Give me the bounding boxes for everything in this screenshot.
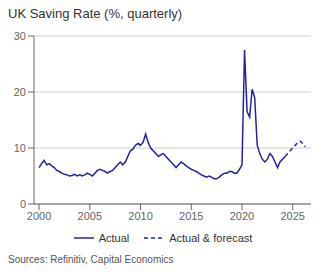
html-text:Sources: Refinitiv, Capital Ec: Sources: Refinitiv, Capital Economics [8, 254, 174, 265]
svg-text:20: 20 [14, 86, 26, 98]
svg-text:2015: 2015 [179, 210, 203, 222]
html-text:Actual & forecast: Actual & forecast [169, 232, 253, 244]
svg-text:2020: 2020 [230, 210, 254, 222]
svg-text:2000: 2000 [27, 210, 51, 222]
svg-text:2010: 2010 [128, 210, 152, 222]
svg-text:30: 30 [14, 30, 26, 42]
svg-text:2005: 2005 [78, 210, 102, 222]
svg-text:0: 0 [20, 198, 26, 210]
html-text:UK Saving Rate (%, quarterly): UK Saving Rate (%, quarterly) [8, 6, 183, 21]
svg-text:10: 10 [14, 142, 26, 154]
svg-text:2025: 2025 [280, 210, 304, 222]
html-text:Actual: Actual [98, 232, 130, 244]
